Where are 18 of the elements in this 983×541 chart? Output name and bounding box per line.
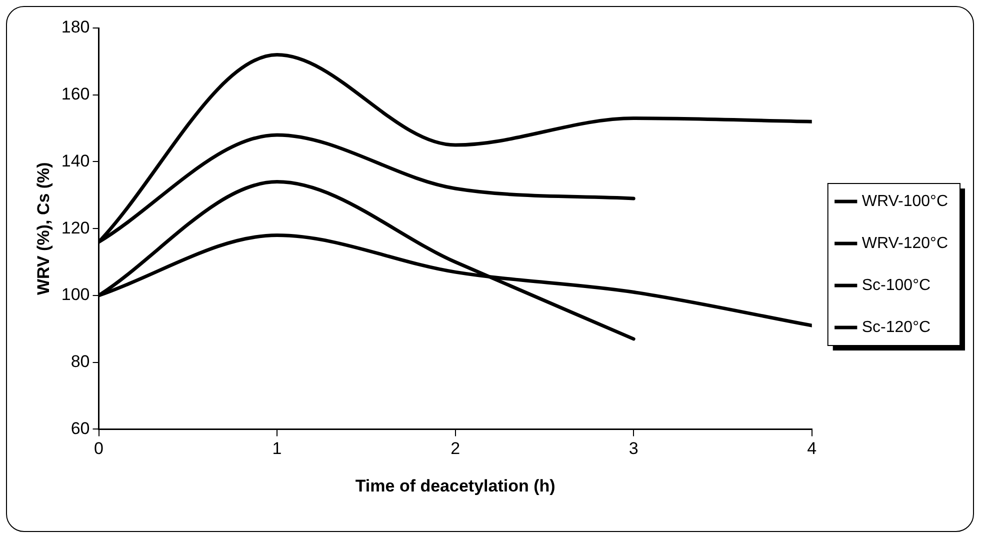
x-tick-label: 3: [628, 439, 638, 458]
y-tick-label: 160: [61, 84, 90, 104]
x-tick-label: 4: [807, 439, 817, 458]
y-tick-label: 80: [70, 352, 90, 372]
legend-label: WRV-100°C: [862, 192, 948, 210]
y-tick-label: 60: [70, 418, 90, 438]
x-tick-label: 0: [94, 439, 104, 458]
legend-label: WRV-120°C: [862, 234, 948, 252]
legend-label: Sc-120°C: [862, 318, 931, 336]
y-tick-label: 100: [61, 285, 90, 304]
y-tick-label: 120: [61, 218, 90, 238]
y-tick-label: 140: [61, 151, 90, 170]
x-tick-label: 1: [272, 439, 282, 458]
x-tick-label: 2: [450, 439, 460, 458]
x-axis-title: Time of deacetylation (h): [355, 476, 556, 496]
y-tick-label: 180: [61, 18, 90, 37]
y-axis-title: WRV (%), Cs (%): [34, 162, 53, 296]
legend-label: Sc-100°C: [862, 276, 931, 294]
